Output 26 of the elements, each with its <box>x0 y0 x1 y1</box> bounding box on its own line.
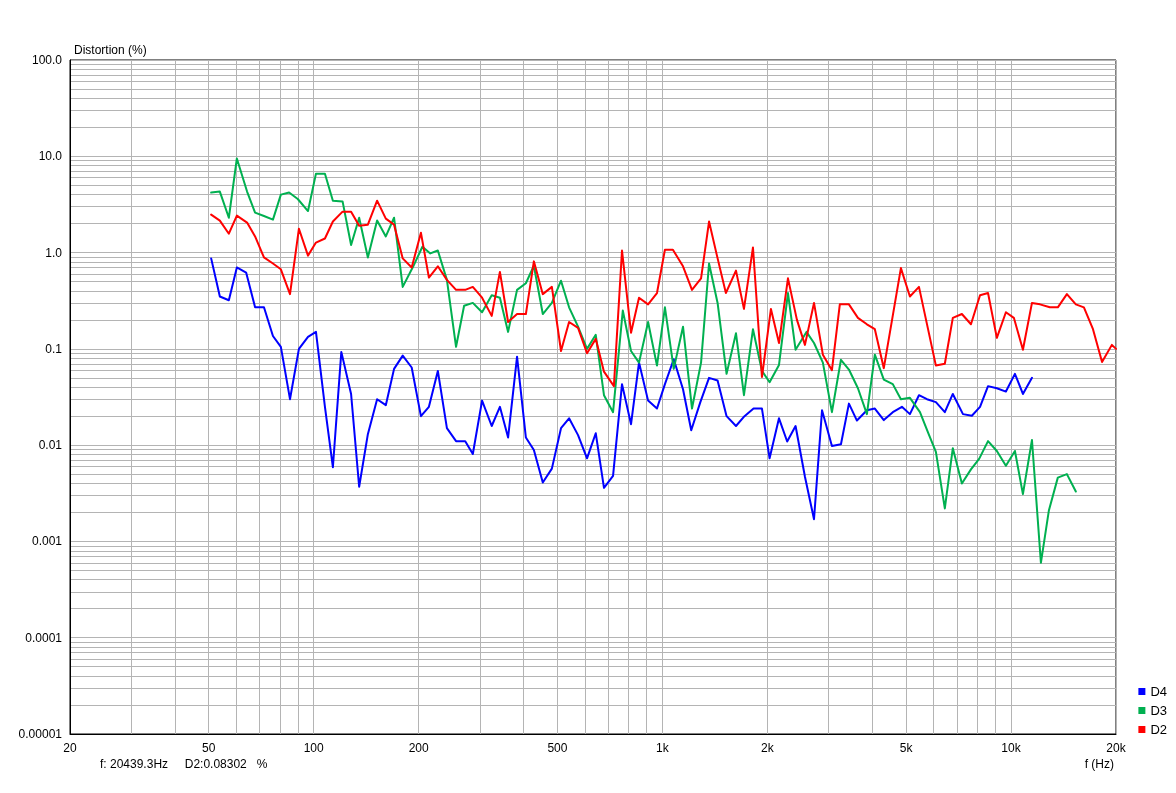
x-axis-title: f (Hz) <box>1084 757 1114 771</box>
y-tick-label: 100.0 <box>31 53 63 67</box>
legend-label: D4 <box>1150 684 1168 699</box>
x-tick-label: 20 <box>63 741 77 755</box>
y-tick-label: 1.0 <box>45 245 63 260</box>
x-tick-label: 100 <box>303 741 325 755</box>
y-tick-label: 0.00001 <box>18 727 63 741</box>
y-tick-label: 10.0 <box>38 149 63 164</box>
y-tick-label: 0.001 <box>31 534 63 549</box>
x-tick-label: 2k <box>760 741 775 755</box>
x-tick-label: 1k <box>656 741 670 755</box>
legend-label: D3 <box>1150 703 1168 718</box>
text: f: 20439.3Hz D2:0.08302 % <box>100 757 268 771</box>
x-tick-label: 5k <box>899 741 914 755</box>
legend-label: D2 <box>1150 722 1168 737</box>
line-series <box>210 157 1077 564</box>
x-tick-label: 200 <box>408 741 429 755</box>
x-tick-label: 20k <box>1106 741 1127 755</box>
y-tick-label: 0.1 <box>45 341 63 356</box>
line-series <box>210 257 1033 521</box>
y-tick-label: 0.0001 <box>25 630 63 645</box>
x-tick-label: 50 <box>202 741 216 755</box>
y-axis-title: Distortion (%) <box>74 43 147 57</box>
x-tick-label: 500 <box>547 741 568 755</box>
x-tick-label: 10k <box>1001 741 1022 755</box>
y-tick-label: 0.01 <box>38 438 63 453</box>
